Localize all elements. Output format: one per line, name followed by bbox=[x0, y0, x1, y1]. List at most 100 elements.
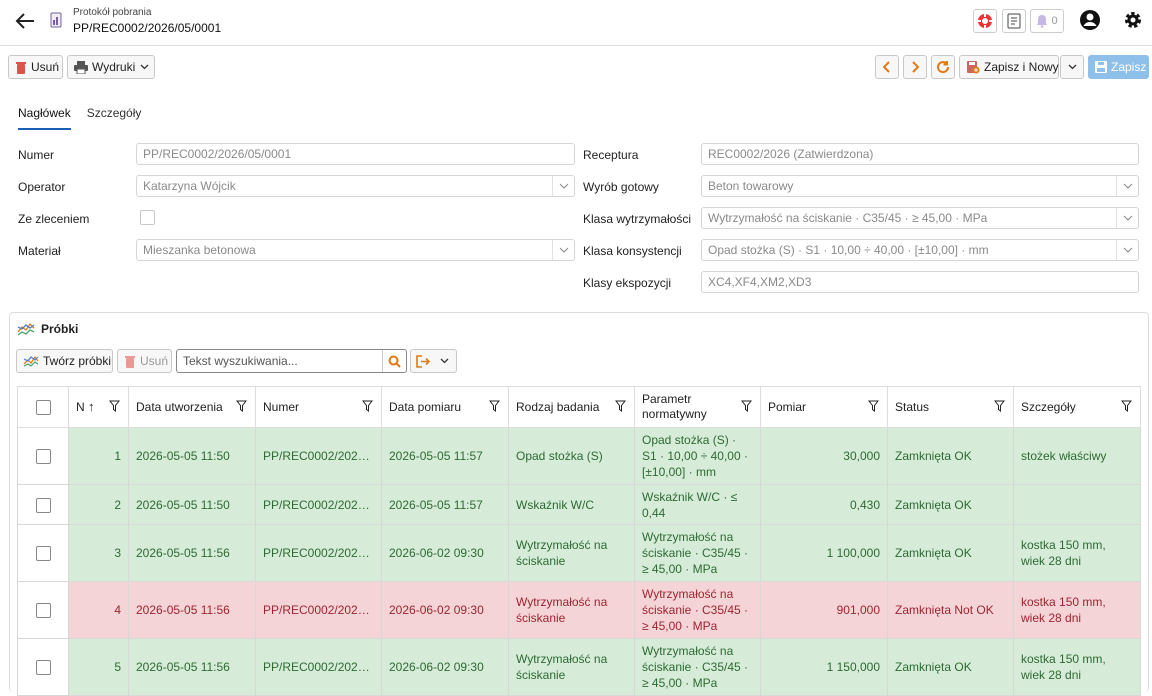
tab-szczegoly[interactable]: Szczegóły bbox=[86, 106, 142, 120]
save-button[interactable]: Zapisz bbox=[1088, 55, 1149, 79]
previous-record-button[interactable] bbox=[875, 55, 899, 79]
next-record-button[interactable] bbox=[903, 55, 927, 79]
table-row[interactable]: 2 2026-05-05 11:50 PP/REC0002/2026/... 2026… bbox=[17, 484, 1141, 525]
row-select-cell bbox=[17, 638, 69, 696]
top-bar: Protokół pobrania PP/REC0002/2026/05/000… bbox=[0, 0, 1152, 46]
row-checkbox[interactable] bbox=[35, 603, 51, 619]
cell-status: Zamknięta OK bbox=[887, 638, 1014, 696]
tab-naglowek[interactable]: Nagłówek bbox=[18, 106, 71, 130]
select-all-checkbox[interactable] bbox=[35, 399, 51, 415]
cell-data-utworzenia: 2026-05-05 11:56 bbox=[128, 638, 256, 696]
notifications-button[interactable]: 0 bbox=[1030, 9, 1064, 33]
settings-gear-icon[interactable] bbox=[1122, 9, 1144, 31]
samples-panel bbox=[9, 312, 1149, 692]
column-label: N bbox=[76, 400, 85, 414]
column-header-pomiar[interactable]: Pomiar bbox=[760, 386, 888, 428]
chevron-down-icon[interactable] bbox=[1116, 176, 1138, 196]
notes-button[interactable] bbox=[1002, 9, 1026, 33]
create-samples-button[interactable]: Twórz próbki bbox=[16, 349, 113, 373]
chevron-down-icon[interactable] bbox=[1116, 240, 1138, 260]
column-header-numer[interactable]: Numer bbox=[255, 386, 382, 428]
row-select-cell bbox=[17, 524, 69, 582]
column-header-status[interactable]: Status bbox=[887, 386, 1014, 428]
filter-icon[interactable] bbox=[867, 400, 880, 415]
row-select-cell bbox=[17, 484, 69, 525]
column-header-rodzaj-badania[interactable]: Rodzaj badania bbox=[508, 386, 635, 428]
help-button[interactable] bbox=[973, 9, 997, 33]
klasy-ekspozycji-label: Klasy ekspozycji bbox=[583, 276, 672, 290]
chevron-down-icon bbox=[440, 358, 449, 364]
filter-icon[interactable] bbox=[993, 400, 1006, 415]
save-and-new-button[interactable]: Zapisz i Nowy bbox=[959, 55, 1059, 79]
cell-n: 4 bbox=[68, 581, 129, 639]
numer-field[interactable]: PP/REC0002/2026/05/0001 bbox=[136, 143, 575, 165]
refresh-button[interactable] bbox=[931, 55, 955, 79]
chevron-right-icon bbox=[912, 61, 919, 73]
filter-icon[interactable] bbox=[488, 400, 501, 415]
search-input[interactable]: Tekst wyszukiwania... bbox=[183, 354, 298, 368]
delete-button[interactable]: Usuń bbox=[8, 55, 63, 79]
lifebuoy-icon bbox=[978, 14, 992, 28]
delete-sample-button[interactable]: Usuń bbox=[117, 349, 172, 373]
row-checkbox[interactable] bbox=[35, 497, 51, 513]
column-header-data-utworzenia[interactable]: Data utworzenia bbox=[128, 386, 256, 428]
search-icon[interactable] bbox=[382, 350, 406, 372]
filter-icon[interactable] bbox=[1120, 400, 1133, 415]
wyrob-gotowy-label: Wyrób gotowy bbox=[583, 180, 659, 194]
chevron-down-icon[interactable] bbox=[552, 240, 574, 260]
column-header-n[interactable]: N ↑ bbox=[68, 386, 129, 428]
filter-icon[interactable] bbox=[614, 400, 627, 415]
column-label: Szczegóły bbox=[1021, 400, 1076, 414]
table-row[interactable]: 3 2026-05-05 11:56 PP/REC0002/2026/... 2026… bbox=[17, 524, 1141, 582]
cell-data-utworzenia: 2026-05-05 11:50 bbox=[128, 427, 256, 485]
printer-icon bbox=[74, 60, 88, 74]
material-select[interactable]: Mieszanka betonowa bbox=[136, 239, 575, 261]
ze-zleceniem-checkbox[interactable] bbox=[140, 210, 155, 225]
back-arrow-icon[interactable] bbox=[14, 10, 38, 32]
cell-rodzaj-badania: Wytrzymałość na ściskanie bbox=[508, 638, 635, 696]
page-subtitle: Protokół pobrania bbox=[73, 7, 152, 18]
column-header-parametr-normatywny[interactable]: Parametr normatywny bbox=[634, 386, 761, 428]
material-label: Materiał bbox=[18, 244, 61, 258]
sort-asc-icon[interactable]: ↑ bbox=[88, 399, 95, 414]
klasa-wytrzymalosci-select[interactable]: Wytrzymałość na ściskanie · C35/45 · ≥ 4… bbox=[701, 207, 1139, 229]
receptura-field[interactable]: REC0002/2026 (Zatwierdzona) bbox=[701, 143, 1139, 165]
table-header-row: N ↑ Data utworzenia Numer Data pomiaru Ro… bbox=[17, 386, 1141, 428]
save-options-dropdown[interactable] bbox=[1060, 55, 1084, 79]
cell-data-pomiaru: 2026-06-02 09:30 bbox=[381, 524, 509, 582]
save-label: Zapisz bbox=[1111, 60, 1147, 74]
user-account-icon[interactable] bbox=[1079, 9, 1101, 31]
chevron-down-icon[interactable] bbox=[552, 176, 574, 196]
klasa-wytrzymalosci-label: Klasa wytrzymałości bbox=[583, 212, 692, 226]
row-checkbox[interactable] bbox=[35, 546, 51, 562]
wyrob-gotowy-select[interactable]: Beton towarowy bbox=[701, 175, 1139, 197]
trash-icon bbox=[125, 355, 135, 368]
wyrob-gotowy-value: Beton towarowy bbox=[708, 179, 794, 193]
filter-icon[interactable] bbox=[235, 400, 248, 415]
save-new-icon bbox=[967, 61, 980, 74]
column-header-szczegoly[interactable]: Szczegóły bbox=[1013, 386, 1141, 428]
filter-icon[interactable] bbox=[108, 400, 121, 415]
klasy-ekspozycji-field[interactable]: XC4,XF4,XM2,XD3 bbox=[701, 271, 1139, 293]
column-header-data-pomiaru[interactable]: Data pomiaru bbox=[381, 386, 509, 428]
row-checkbox[interactable] bbox=[35, 449, 51, 465]
table-row[interactable]: 5 2026-05-05 11:56 PP/REC0002/2026/... 2026… bbox=[17, 638, 1141, 696]
operator-select[interactable]: Katarzyna Wójcik bbox=[136, 175, 575, 197]
row-checkbox[interactable] bbox=[35, 660, 51, 676]
filter-icon[interactable] bbox=[361, 400, 374, 415]
prints-dropdown-button[interactable]: Wydruki bbox=[67, 55, 155, 79]
klasa-wytrzymalosci-value: Wytrzymałość na ściskanie · C35/45 · ≥ 4… bbox=[708, 211, 988, 225]
operator-value: Katarzyna Wójcik bbox=[143, 179, 236, 193]
search-box[interactable]: Tekst wyszukiwania... bbox=[176, 349, 407, 373]
cell-rodzaj-badania: Wytrzymałość na ściskanie bbox=[508, 581, 635, 639]
export-button[interactable] bbox=[410, 349, 457, 373]
column-label: Numer bbox=[263, 400, 300, 414]
klasa-konsystencji-select[interactable]: Opad stożka (S) · S1 · 10,00 ÷ 40,00 · [… bbox=[701, 239, 1139, 261]
filter-icon[interactable] bbox=[740, 400, 753, 415]
cell-n: 1 bbox=[68, 427, 129, 485]
chevron-down-icon[interactable] bbox=[1116, 208, 1138, 228]
cell-status: Zamknięta OK bbox=[887, 484, 1014, 525]
table-row[interactable]: 1 2026-05-05 11:50 PP/REC0002/2026/... 2026… bbox=[17, 427, 1141, 485]
chevron-down-icon bbox=[140, 64, 149, 70]
table-row[interactable]: 4 2026-05-05 11:56 PP/REC0002/2026/... 2026… bbox=[17, 581, 1141, 639]
